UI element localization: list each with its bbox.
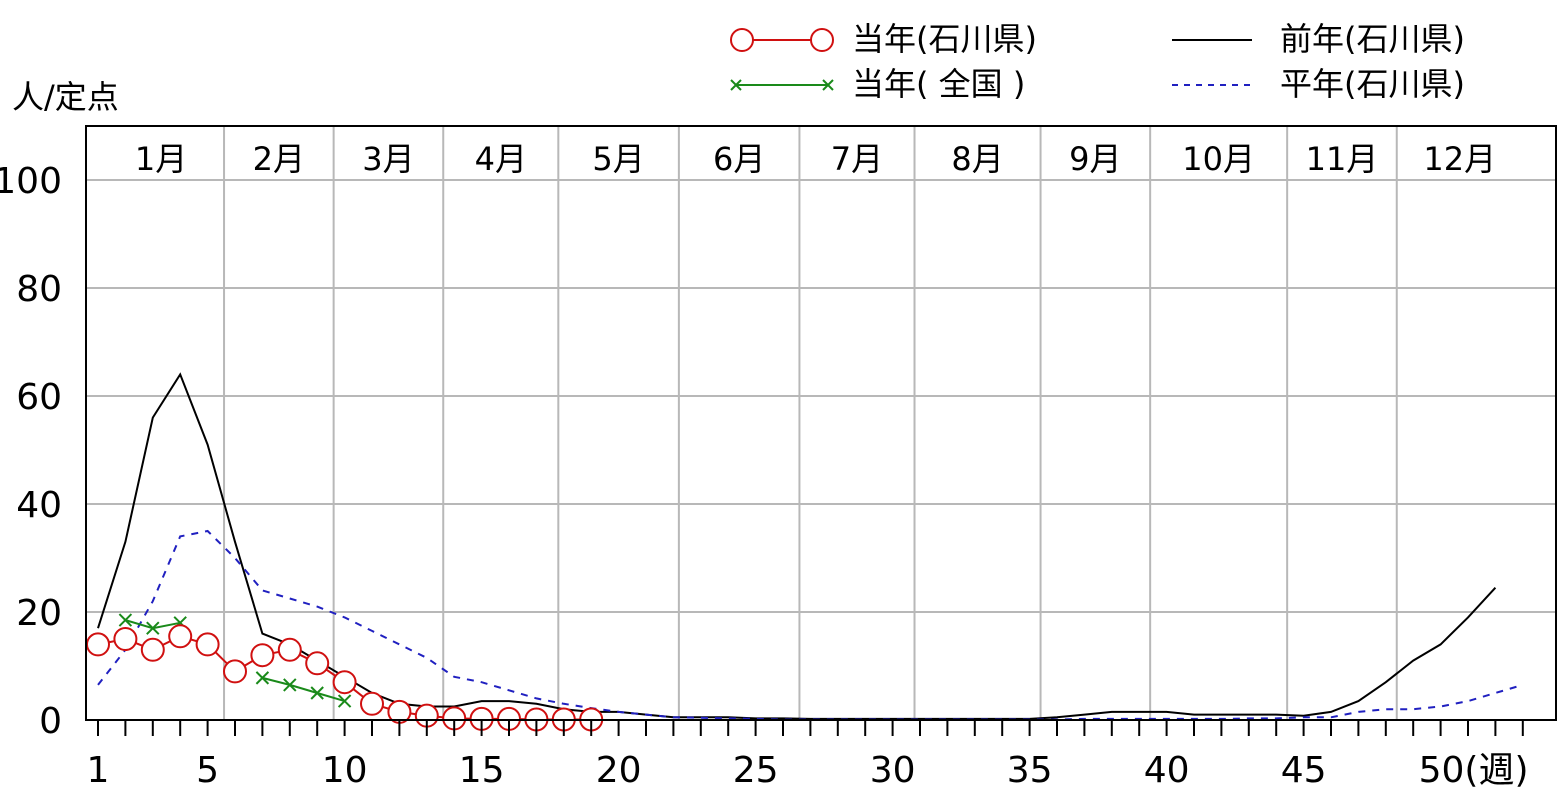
series-current-national-point bbox=[310, 686, 324, 700]
month-label: 5月 bbox=[592, 140, 644, 178]
series-current-national-point bbox=[337, 694, 352, 708]
legend-label-current-national: 当年( 全国 ) bbox=[852, 65, 1025, 103]
series-current-ishikawa-point bbox=[113, 627, 138, 651]
series-current-ishikawa-point bbox=[250, 643, 275, 668]
legend-marker-current-national bbox=[822, 79, 834, 91]
series-current-national-point bbox=[255, 671, 270, 685]
series-current-ishikawa-point bbox=[195, 632, 220, 657]
y-tick-label: 0 bbox=[39, 701, 62, 742]
legend: 当年(石川県) 前年(石川県) 当年( 全国 ) 平年(石川県) bbox=[730, 20, 1465, 103]
series-current-national-point bbox=[118, 613, 133, 627]
series-current-national-point bbox=[146, 621, 160, 635]
y-tick-label: 40 bbox=[16, 485, 62, 526]
month-label: 1月 bbox=[135, 140, 187, 178]
plot-area-frame bbox=[85, 125, 1557, 721]
month-label: 9月 bbox=[1069, 140, 1121, 178]
month-label: 3月 bbox=[362, 140, 414, 178]
legend-label-current-ishikawa: 当年(石川県) bbox=[852, 20, 1037, 58]
series-current-ishikawa-point bbox=[86, 632, 110, 657]
series-current-national-line bbox=[262, 676, 345, 703]
series-current-ishikawa-point bbox=[305, 651, 330, 676]
legend-marker-current-ishikawa bbox=[730, 28, 754, 52]
series-previous-ishikawa-line bbox=[97, 372, 1497, 720]
month-label: 7月 bbox=[831, 140, 883, 178]
x-tick-label: 35 bbox=[1007, 750, 1053, 791]
series-current-ishikawa-point bbox=[360, 691, 384, 716]
x-tick-label: 10 bbox=[322, 750, 368, 791]
x-tick-label: 40 bbox=[1144, 750, 1190, 791]
y-axis-label: 人/定点 bbox=[12, 78, 119, 116]
series-current-ishikawa-point bbox=[277, 637, 302, 662]
legend-marker-current-national bbox=[730, 79, 742, 91]
series-current-ishikawa-point bbox=[223, 659, 247, 684]
legend-label-previous-ishikawa: 前年(石川県) bbox=[1280, 20, 1465, 58]
x-tick-label: 45 bbox=[1281, 750, 1327, 791]
x-tick-label: 15 bbox=[459, 750, 505, 791]
month-label: 4月 bbox=[475, 140, 527, 178]
y-tick-label: 20 bbox=[16, 593, 62, 634]
y-tick-label: 60 bbox=[16, 377, 62, 418]
legend-entry-current-national: 当年( 全国 ) bbox=[730, 65, 1025, 103]
month-label: 10月 bbox=[1182, 140, 1255, 178]
month-label: 12月 bbox=[1423, 140, 1496, 178]
x-tick-label: 25 bbox=[733, 750, 779, 791]
legend-entry-current-ishikawa: 当年(石川県) bbox=[730, 20, 1037, 58]
legend-entry-previous-ishikawa: 前年(石川県) bbox=[1172, 20, 1465, 58]
month-label: 11月 bbox=[1306, 140, 1379, 178]
month-labels: 1月 2月 3月 4月 5月 6月 7月 8月 9月 10月 11月 12月 bbox=[135, 140, 1496, 178]
x-tick-label: 1 bbox=[87, 750, 110, 791]
series-current-ishikawa-point bbox=[140, 637, 165, 662]
series-average-ishikawa-line bbox=[97, 529, 1524, 721]
month-label: 6月 bbox=[713, 140, 765, 178]
month-label: 2月 bbox=[253, 140, 305, 178]
series-current-ishikawa-point bbox=[168, 624, 193, 649]
x-tick-label: 5 bbox=[196, 750, 219, 791]
legend-entry-average-ishikawa: 平年(石川県) bbox=[1172, 65, 1465, 103]
month-label: 8月 bbox=[951, 140, 1003, 178]
x-tick-label: 20 bbox=[596, 750, 642, 791]
y-tick-label: 100 bbox=[0, 161, 62, 202]
x-tick-label: 50(週) bbox=[1419, 750, 1529, 791]
series-current-national-point bbox=[283, 678, 297, 692]
x-tick-label: 30 bbox=[870, 750, 916, 791]
legend-label-average-ishikawa: 平年(石川県) bbox=[1280, 65, 1465, 103]
series-current-ishikawa-point bbox=[332, 670, 357, 695]
y-tick-label: 80 bbox=[16, 269, 62, 310]
legend-marker-current-ishikawa bbox=[810, 28, 834, 52]
